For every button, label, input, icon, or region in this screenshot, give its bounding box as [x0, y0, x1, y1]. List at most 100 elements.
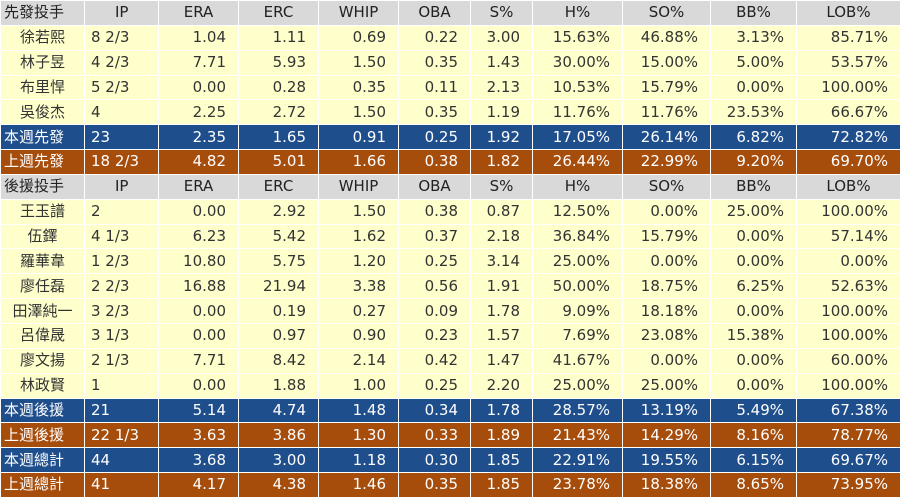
cell-era: 0.00 [158, 322, 239, 349]
cell-pitcher: 上週後援 [0, 422, 85, 449]
cell-lob-pct: 85.71% [796, 24, 900, 51]
cell-bb-pct: 3.13% [710, 24, 797, 51]
cell-ip: 2 [84, 198, 159, 225]
header-lob-pct: LOB% [796, 173, 900, 200]
totals-last-week-row: 上週總計 41 4.17 4.38 1.46 0.35 1.85 23.78% 18.38% 8.… [0, 472, 900, 498]
cell-so-pct: 13.19% [622, 397, 711, 424]
header-whip: WHIP [318, 0, 399, 26]
cell-bb-pct: 9.20% [710, 149, 797, 175]
cell-erc: 21.94 [238, 273, 319, 300]
header-oba: OBA [398, 173, 471, 200]
cell-lob-pct: 66.67% [796, 99, 900, 126]
cell-pitcher: 本週總計 [0, 447, 85, 474]
cell-whip: 1.18 [318, 447, 399, 474]
cell-h-pct: 9.09% [532, 298, 623, 324]
cell-bb-pct: 0.00% [710, 223, 797, 250]
cell-ip: 8 2/3 [84, 24, 159, 51]
relievers-pitcher-row: 王玉譜 2 0.00 2.92 1.50 0.38 0.87 12.50% 0.00% 25.00… [0, 198, 900, 225]
cell-oba: 0.42 [398, 347, 471, 374]
cell-bb-pct: 0.00% [710, 74, 797, 101]
relievers-pitcher-row: 羅華韋 1 2/3 10.80 5.75 1.20 0.25 3.14 25.00% 0.00%… [0, 248, 900, 275]
cell-oba: 0.22 [398, 24, 471, 51]
cell-era: 16.88 [158, 273, 239, 300]
cell-lob-pct: 53.57% [796, 49, 900, 76]
cell-oba: 0.35 [398, 99, 471, 126]
cell-erc: 2.92 [238, 198, 319, 225]
cell-erc: 2.72 [238, 99, 319, 126]
cell-pitcher: 本週先發 [0, 124, 85, 151]
cell-erc: 1.11 [238, 24, 319, 51]
cell-so-pct: 46.88% [622, 24, 711, 51]
cell-erc: 4.74 [238, 397, 319, 424]
header-erc: ERC [238, 173, 319, 200]
cell-h-pct: 15.63% [532, 24, 623, 51]
cell-ip: 1 [84, 372, 159, 399]
header-whip: WHIP [318, 173, 399, 200]
cell-lob-pct: 100.00% [796, 298, 900, 324]
relievers-pitcher-row: 伍鐸 4 1/3 6.23 5.42 1.62 0.37 2.18 36.84% 15.79% 0… [0, 223, 900, 250]
cell-era: 0.00 [158, 372, 239, 399]
cell-lob-pct: 67.38% [796, 397, 900, 424]
cell-whip: 1.50 [318, 49, 399, 76]
cell-h-pct: 11.76% [532, 99, 623, 126]
starters-pitcher-row: 布里悍 5 2/3 0.00 0.28 0.35 0.11 2.13 10.53% 15.79%… [0, 74, 900, 101]
cell-so-pct: 11.76% [622, 99, 711, 126]
totals-this-week-row: 本週總計 44 3.68 3.00 1.18 0.30 1.85 22.91% 19.55% 6.… [0, 447, 900, 474]
relievers-pitcher-row: 廖文揚 2 1/3 7.71 8.42 2.14 0.42 1.47 41.67% 0.00% 0… [0, 347, 900, 374]
cell-oba: 0.35 [398, 49, 471, 76]
cell-era: 5.14 [158, 397, 239, 424]
cell-whip: 1.46 [318, 472, 399, 498]
cell-whip: 0.35 [318, 74, 399, 101]
cell-so-pct: 0.00% [622, 248, 711, 275]
cell-whip: 0.69 [318, 24, 399, 51]
cell-so-pct: 18.38% [622, 472, 711, 498]
cell-s-pct: 1.92 [470, 124, 533, 151]
cell-erc: 5.93 [238, 49, 319, 76]
cell-s-pct: 2.18 [470, 223, 533, 250]
starters-pitcher-row: 吳俊杰 4 2.25 2.72 1.50 0.35 1.19 11.76% 11.76% 23.5… [0, 99, 900, 126]
cell-pitcher: 王玉譜 [0, 198, 85, 225]
cell-bb-pct: 0.00% [710, 372, 797, 399]
relievers-last-week-row: 上週後援 22 1/3 3.63 3.86 1.30 0.33 1.89 21.43% 14.2… [0, 422, 900, 449]
cell-h-pct: 25.00% [532, 372, 623, 399]
cell-oba: 0.38 [398, 149, 471, 175]
cell-whip: 3.38 [318, 273, 399, 300]
cell-oba: 0.25 [398, 248, 471, 275]
cell-erc: 8.42 [238, 347, 319, 374]
cell-ip: 3 1/3 [84, 322, 159, 349]
cell-ip: 18 2/3 [84, 149, 159, 175]
cell-era: 7.71 [158, 49, 239, 76]
header-erc: ERC [238, 0, 319, 26]
cell-lob-pct: 100.00% [796, 74, 900, 101]
cell-era: 1.04 [158, 24, 239, 51]
cell-whip: 1.30 [318, 422, 399, 449]
cell-h-pct: 21.43% [532, 422, 623, 449]
relievers-this-week-row: 本週後援 21 5.14 4.74 1.48 0.34 1.78 28.57% 13.19% 5.… [0, 397, 900, 424]
header-pitcher: 先發投手 [0, 0, 85, 26]
cell-lob-pct: 69.67% [796, 447, 900, 474]
cell-s-pct: 2.13 [470, 74, 533, 101]
cell-ip: 3 2/3 [84, 298, 159, 324]
header-era: ERA [158, 173, 239, 200]
header-bb-pct: BB% [710, 0, 797, 26]
cell-so-pct: 25.00% [622, 372, 711, 399]
cell-so-pct: 15.00% [622, 49, 711, 76]
cell-pitcher: 廖任磊 [0, 273, 85, 300]
cell-h-pct: 22.91% [532, 447, 623, 474]
cell-ip: 2 1/3 [84, 347, 159, 374]
cell-ip: 2 2/3 [84, 273, 159, 300]
cell-lob-pct: 100.00% [796, 322, 900, 349]
cell-lob-pct: 72.82% [796, 124, 900, 151]
cell-erc: 1.88 [238, 372, 319, 399]
header-ip: IP [84, 0, 159, 26]
cell-bb-pct: 6.82% [710, 124, 797, 151]
cell-ip: 22 1/3 [84, 422, 159, 449]
cell-whip: 1.50 [318, 198, 399, 225]
cell-so-pct: 22.99% [622, 149, 711, 175]
cell-pitcher: 廖文揚 [0, 347, 85, 374]
cell-whip: 1.62 [318, 223, 399, 250]
cell-pitcher: 本週後援 [0, 397, 85, 424]
header-bb-pct: BB% [710, 173, 797, 200]
cell-ip: 23 [84, 124, 159, 151]
cell-era: 2.25 [158, 99, 239, 126]
